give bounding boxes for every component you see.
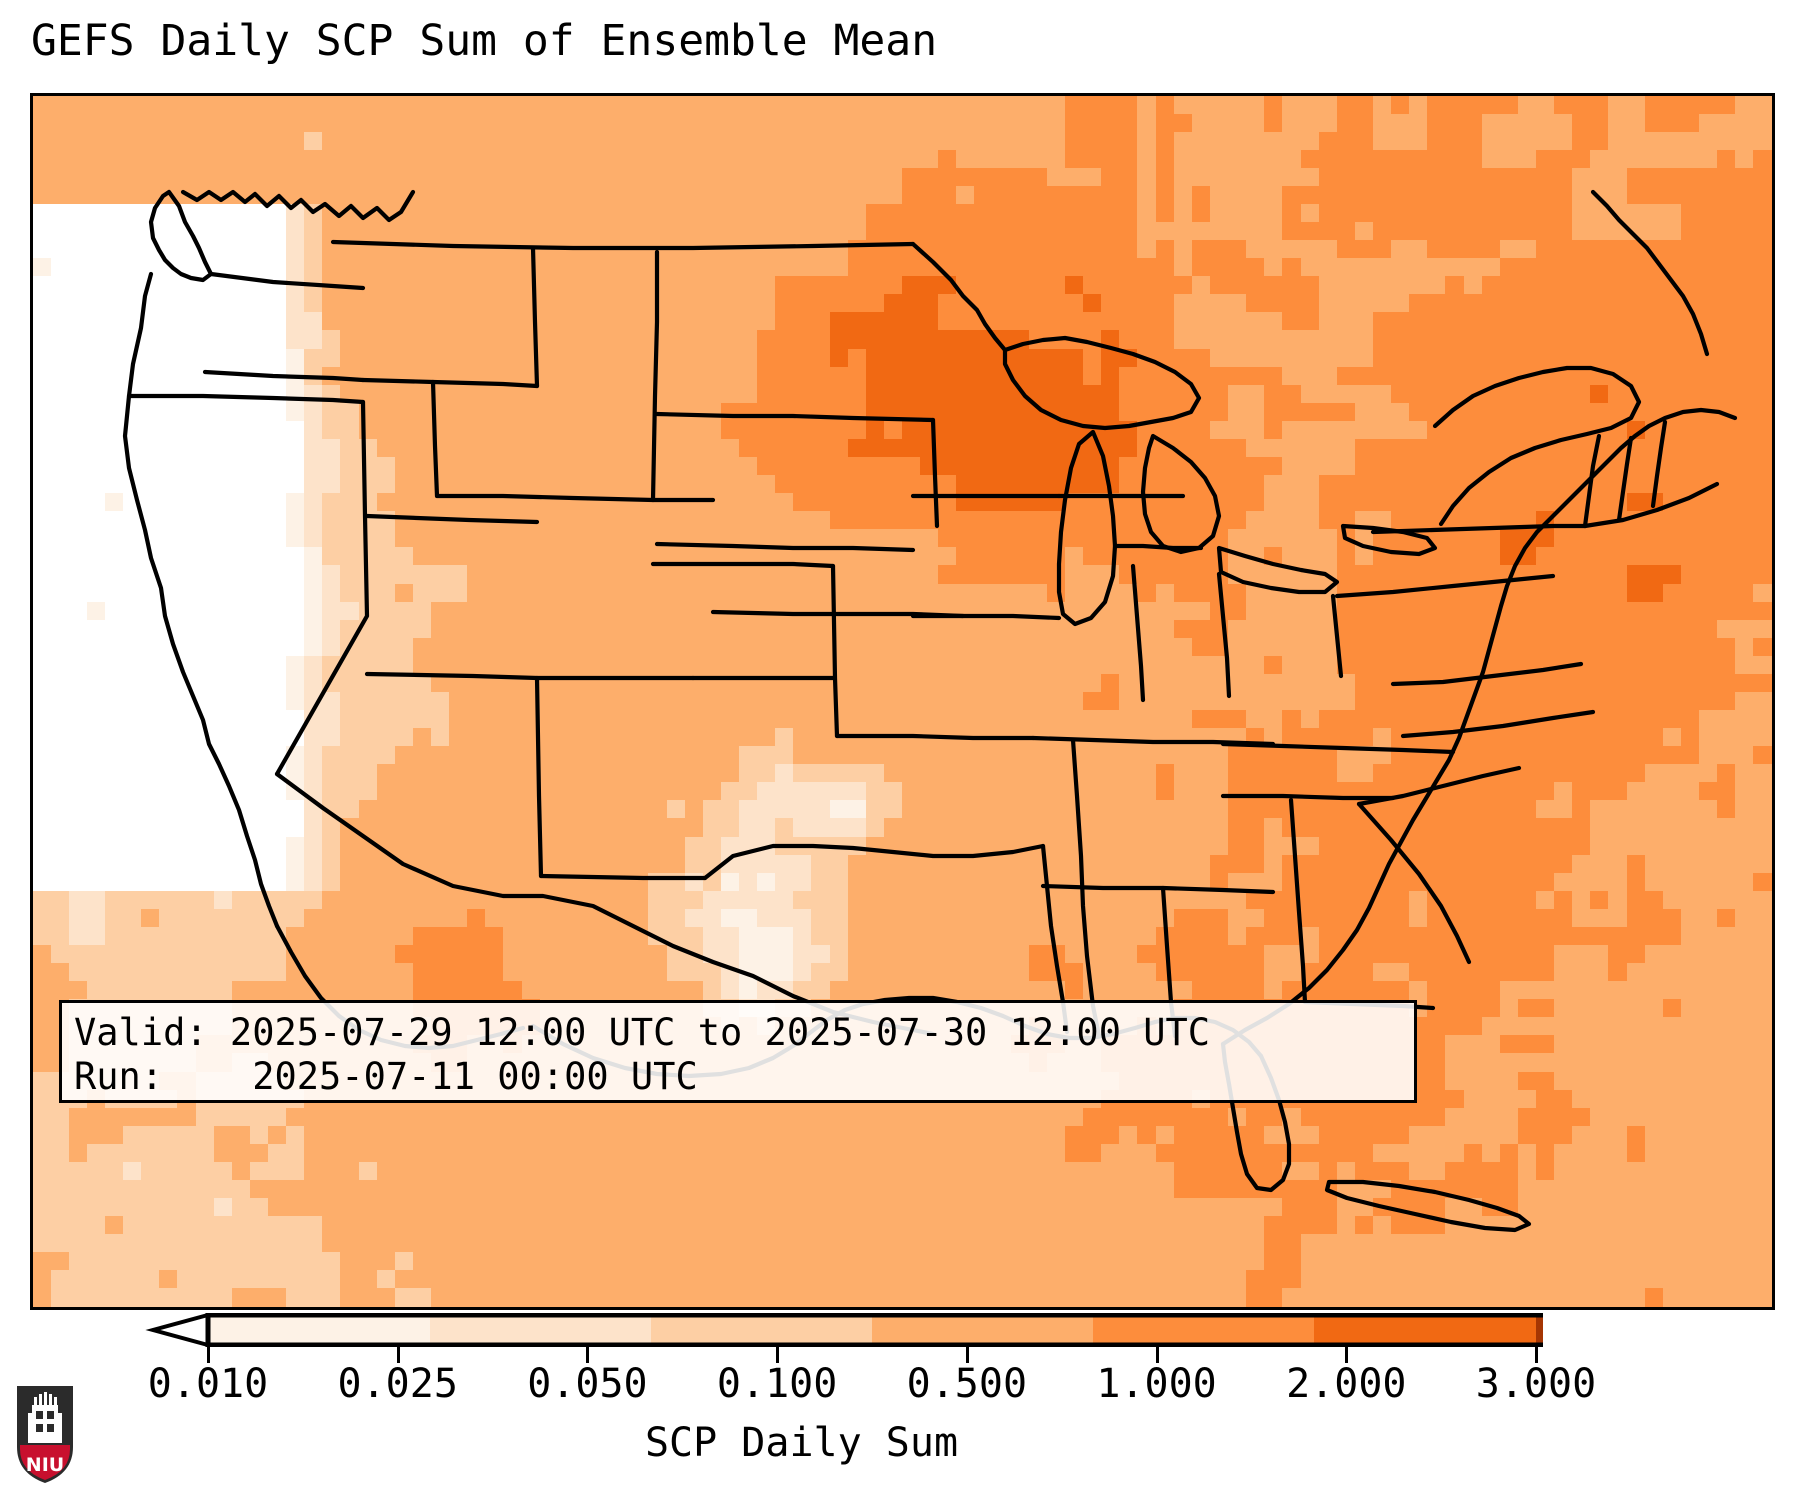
map-border-path bbox=[1216, 571, 1232, 699]
map-border-path bbox=[208, 271, 366, 291]
map-border-path bbox=[1400, 709, 1596, 739]
map-border-path bbox=[274, 771, 936, 1037]
colorbar-tick bbox=[207, 1345, 210, 1363]
map-border-path bbox=[834, 733, 1036, 741]
map-border-path bbox=[180, 189, 416, 223]
colorbar-gradient bbox=[145, 1313, 1543, 1347]
map-border-path bbox=[364, 671, 696, 681]
map-border-path bbox=[534, 675, 544, 879]
map-border-path bbox=[1616, 435, 1634, 523]
map-border-path bbox=[430, 379, 716, 503]
map-border-path bbox=[1220, 407, 1738, 1047]
map-border-path bbox=[1216, 545, 1340, 595]
map-border-path bbox=[1220, 741, 1456, 755]
forecast-annotation-box: Valid: 2025-07-29 12:00 UTC to 2025-07-3… bbox=[59, 1000, 1417, 1103]
map-border-path bbox=[1582, 481, 1720, 529]
map-border-path bbox=[1112, 543, 1204, 551]
map-border-path bbox=[202, 369, 366, 383]
map-border-path bbox=[702, 843, 1046, 881]
map-border-path bbox=[1356, 765, 1522, 807]
map-border-path bbox=[650, 249, 660, 503]
colorbar-tick bbox=[1345, 1345, 1349, 1363]
colorbar-tick-label: 0.050 bbox=[527, 1361, 648, 1407]
map-border-path bbox=[1002, 335, 1202, 431]
map-border-path bbox=[1040, 883, 1276, 895]
map-border-path bbox=[650, 561, 836, 569]
map-border-path bbox=[538, 873, 708, 881]
colorbar-tick-label: 0.025 bbox=[337, 1361, 458, 1407]
map-border-path bbox=[530, 245, 540, 389]
map-border-path bbox=[930, 417, 940, 529]
map-border-path bbox=[654, 411, 936, 423]
map-plot-area bbox=[30, 93, 1775, 1310]
map-border-path bbox=[126, 393, 366, 405]
colorbar-tick-label: 2.000 bbox=[1286, 1361, 1407, 1407]
colorbar-tick-label: 0.500 bbox=[906, 1361, 1028, 1407]
page-title: GEFS Daily SCP Sum of Ensemble Mean bbox=[31, 16, 938, 66]
map-political-outlines bbox=[122, 189, 1738, 1233]
map-border-path bbox=[274, 399, 370, 777]
map-border-path bbox=[1220, 793, 1396, 801]
map-border-path bbox=[1370, 523, 1588, 535]
map-border-path bbox=[1130, 563, 1146, 703]
map-border-path bbox=[1334, 573, 1556, 599]
map-border-path bbox=[1324, 1179, 1532, 1233]
colorbar-tick-label: 3.000 bbox=[1475, 1361, 1597, 1407]
colorbar bbox=[60, 1313, 1543, 1347]
map-border-path bbox=[1288, 797, 1308, 1005]
colorbar-tick bbox=[396, 1345, 400, 1363]
niu-logo-text: NIU bbox=[26, 1454, 64, 1476]
map-border-path bbox=[1356, 801, 1472, 965]
run-time-text: Run: 2025-07-11 00:00 UTC bbox=[74, 1055, 698, 1098]
colorbar-tick bbox=[965, 1345, 969, 1363]
colorbar-tick bbox=[586, 1345, 590, 1363]
map-border-path bbox=[830, 563, 840, 739]
valid-time-text: Valid: 2025-07-29 12:00 UTC to 2025-07-3… bbox=[74, 1011, 1211, 1054]
map-border-path bbox=[330, 239, 916, 251]
colorbar-tick bbox=[1535, 1345, 1538, 1363]
colorbar-tick-label: 0.010 bbox=[147, 1361, 269, 1407]
map-border-path bbox=[654, 541, 916, 553]
map-border-path bbox=[1650, 419, 1668, 509]
map-border-path bbox=[148, 189, 214, 283]
map-border-path bbox=[364, 513, 540, 525]
colorbar-tick-label: 1.000 bbox=[1096, 1361, 1217, 1407]
colorbar-tick-labels: 0.010 0.025 0.050 0.100 0.500 1.000 2.000 3.000 bbox=[0, 1361, 1803, 1411]
niu-logo: NIU bbox=[17, 1386, 73, 1483]
map-border-path bbox=[910, 241, 1008, 353]
map-border-path bbox=[360, 377, 540, 389]
colorbar-tick bbox=[776, 1345, 780, 1363]
colorbar-axis-label: SCP Daily Sum bbox=[644, 1420, 959, 1466]
map-border-path bbox=[1432, 365, 1642, 527]
map-border-path bbox=[1390, 661, 1584, 687]
map-border-path bbox=[1590, 189, 1710, 357]
map-border-path bbox=[910, 613, 1062, 621]
map-border-path bbox=[1056, 429, 1118, 627]
colorbar-tick-label: 0.100 bbox=[716, 1361, 838, 1407]
colorbar-tickmarks bbox=[60, 1345, 1543, 1363]
scp-heatmap-field bbox=[33, 96, 1772, 1307]
map-border-path bbox=[1582, 433, 1602, 529]
map-border-path bbox=[1330, 593, 1344, 679]
colorbar-tick bbox=[1155, 1345, 1159, 1363]
map-border-path bbox=[122, 271, 280, 929]
